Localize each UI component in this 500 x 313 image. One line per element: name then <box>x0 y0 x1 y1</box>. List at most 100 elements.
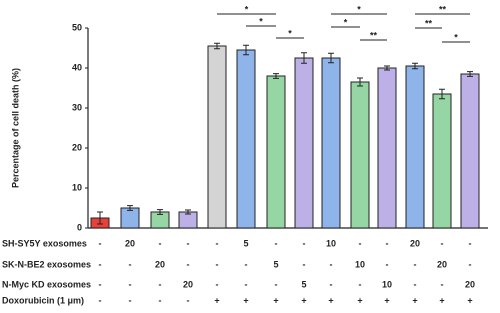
error-bar <box>157 209 163 215</box>
condition-cell: - <box>245 259 248 269</box>
condition-cell: - <box>187 295 190 305</box>
condition-cell: 10 <box>326 238 336 248</box>
condition-cell: + <box>412 295 417 305</box>
condition-cell: 20 <box>125 238 135 248</box>
bar <box>236 49 256 229</box>
condition-cell: - <box>441 238 444 248</box>
y-tick-label: 50 <box>72 22 82 32</box>
bar <box>377 67 397 229</box>
error-bar <box>301 52 307 64</box>
condition-cell: 20 <box>437 259 447 269</box>
condition-cell: + <box>384 295 389 305</box>
condition-cell: - <box>159 238 162 248</box>
significance-label: ** <box>439 4 447 14</box>
condition-cell: - <box>441 279 444 289</box>
condition-cell: + <box>214 295 219 305</box>
error-bar <box>357 77 363 87</box>
y-axis-label: Percentage of cell death (%) <box>10 68 20 188</box>
significance-label: * <box>357 4 361 14</box>
error-bar <box>214 42 220 50</box>
condition-cell: 20 <box>465 279 475 289</box>
bar <box>350 81 370 229</box>
error-bar <box>243 44 249 56</box>
condition-cell: + <box>273 295 278 305</box>
condition-cell: - <box>99 279 102 289</box>
bar <box>120 207 140 229</box>
condition-cell: + <box>243 295 248 305</box>
condition-cell: 5 <box>273 259 278 269</box>
bar <box>460 73 480 229</box>
significance-label: * <box>454 32 458 42</box>
y-tick-label: 40 <box>72 62 82 72</box>
condition-cell: - <box>275 279 278 289</box>
condition-cell: - <box>99 238 102 248</box>
condition-cell: 5 <box>301 279 306 289</box>
condition-label: SH-SY5Y exosomes <box>2 238 87 248</box>
condition-cell: + <box>328 295 333 305</box>
significance-label: * <box>245 4 249 14</box>
condition-cell: + <box>467 295 472 305</box>
condition-cell: + <box>301 295 306 305</box>
y-tick-label: 10 <box>72 182 82 192</box>
error-bar <box>467 71 473 77</box>
condition-cell: - <box>303 259 306 269</box>
condition-cell: - <box>99 259 102 269</box>
condition-cell: 20 <box>155 259 165 269</box>
bar <box>321 57 341 229</box>
condition-cell: - <box>187 259 190 269</box>
error-bar <box>384 65 390 71</box>
condition-cell: - <box>359 238 362 248</box>
condition-cell: - <box>469 238 472 248</box>
error-bar <box>439 88 445 100</box>
condition-cell: - <box>330 259 333 269</box>
bar <box>266 75 286 229</box>
bar <box>207 45 227 229</box>
condition-label: SK-N-BE2 exosomes <box>2 259 91 269</box>
condition-cell: - <box>187 238 190 248</box>
y-tick-label: 20 <box>72 142 82 152</box>
condition-cell: - <box>414 259 417 269</box>
condition-cell: - <box>216 238 219 248</box>
error-bar <box>97 211 103 225</box>
condition-cell: - <box>245 279 248 289</box>
condition-cell: - <box>275 238 278 248</box>
bar <box>432 93 452 229</box>
condition-label: N-Myc KD exosomes <box>2 279 91 289</box>
error-bar <box>127 205 133 211</box>
bar <box>294 57 314 229</box>
condition-cell: - <box>359 279 362 289</box>
condition-cell: 20 <box>183 279 193 289</box>
condition-cell: - <box>216 279 219 289</box>
condition-cell: - <box>129 295 132 305</box>
condition-cell: - <box>330 279 333 289</box>
condition-cell: - <box>216 259 219 269</box>
condition-cell: 10 <box>355 259 365 269</box>
error-bar <box>273 73 279 79</box>
condition-cell: - <box>386 259 389 269</box>
significance-label: ** <box>425 18 433 28</box>
significance-label: ** <box>370 30 378 40</box>
condition-cell: + <box>439 295 444 305</box>
y-tick-label: 30 <box>72 102 82 112</box>
error-bar <box>328 52 334 64</box>
condition-cell: - <box>159 279 162 289</box>
error-bar <box>185 209 191 215</box>
condition-cell: - <box>303 238 306 248</box>
significance-label: * <box>288 28 292 38</box>
condition-cell: 10 <box>382 279 392 289</box>
condition-label: Doxorubicin (1 μm) <box>2 295 84 305</box>
condition-cell: - <box>129 279 132 289</box>
y-tick-label: 0 <box>77 222 82 232</box>
condition-cell: - <box>469 259 472 269</box>
condition-cell: - <box>129 259 132 269</box>
bar <box>405 65 425 229</box>
condition-cell: - <box>99 295 102 305</box>
error-bar <box>412 62 418 70</box>
significance-label: * <box>344 17 348 27</box>
condition-cell: - <box>386 238 389 248</box>
condition-cell: - <box>414 279 417 289</box>
condition-cell: 20 <box>410 238 420 248</box>
condition-cell: + <box>357 295 362 305</box>
significance-label: * <box>259 16 263 26</box>
